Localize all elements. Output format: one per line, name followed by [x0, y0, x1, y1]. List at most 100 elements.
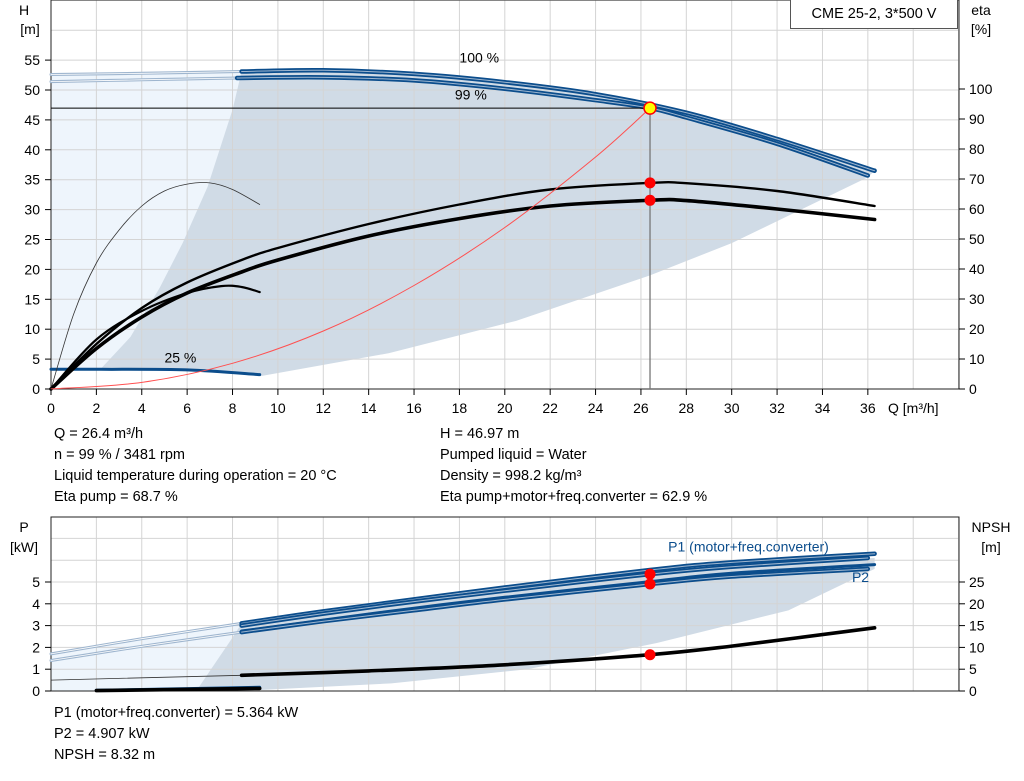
series-h-100 [241, 69, 876, 172]
series-p2-99 [241, 568, 869, 633]
info-speed: n = 99 % / 3481 rpm [54, 447, 185, 463]
x-tick-label: 26 [633, 400, 649, 416]
y-tick-label: 15 [24, 291, 40, 307]
series-npsh-ext [50, 674, 242, 681]
y2-tick-label: 100 [969, 81, 993, 97]
y-tick-label: 40 [24, 142, 40, 158]
npsh-axis-unit: [m] [981, 539, 1000, 555]
series-npsh [239, 626, 877, 678]
series-p1-ext [50, 623, 242, 655]
x-tick-label: 14 [361, 400, 377, 416]
series-system-curve [50, 107, 651, 390]
info-p1: P1 (motor+freq.converter) = 5.364 kW [54, 705, 299, 721]
x-tick-label: 22 [542, 400, 558, 416]
x-tick-label: 36 [860, 400, 876, 416]
series-eta-pump-25 [50, 182, 261, 390]
head-efficiency-chart: 0510152025303540455055010203040506070809… [19, 0, 993, 416]
curve-label: 99 % [455, 86, 487, 102]
p-axis-name: P [19, 519, 28, 535]
duty-point-p1 [644, 568, 656, 580]
power-range [196, 558, 875, 691]
info-pumped-liquid: Pumped liquid = Water [440, 447, 587, 463]
x-tick-label: 20 [497, 400, 513, 416]
y2-tick-label: 10 [969, 351, 985, 367]
series-h-100-ext [50, 71, 242, 75]
power-npsh-chart: 0 1 2 3 4 5 0 5 10 15 20 25 P [kW] NPSH [m] P1 (motor+fr… [10, 516, 1010, 699]
x-tick-label: 0 [47, 400, 55, 416]
info-p2: P2 = 4.907 kW [54, 726, 150, 742]
curve-label: P2 [852, 569, 869, 585]
x-tick-label: 30 [724, 400, 740, 416]
x-tick-label: 12 [315, 400, 331, 416]
duty-point-eta-total [644, 194, 656, 206]
y2-tick-label: 80 [969, 141, 985, 157]
y2-tick-label: 50 [969, 231, 985, 247]
x-tick-label: 4 [138, 400, 146, 416]
y2-tick-label: 90 [969, 111, 985, 127]
series-p1-99 [241, 557, 869, 627]
series-p2-ext [50, 631, 242, 661]
info-head: H = 46.97 m [440, 426, 520, 442]
x-tick-label: 16 [406, 400, 422, 416]
x-axis-label: Q [m³/h] [888, 400, 939, 416]
series-eta-total-25 [49, 284, 261, 391]
curve-label: 100 % [459, 49, 499, 65]
info-eta-pump: Eta pump = 68.7 % [54, 489, 178, 505]
series-eta-pump [49, 180, 876, 391]
duty-point-p2 [644, 578, 656, 590]
y2-tick-label: 25 [969, 574, 985, 590]
duty-point-npsh [644, 649, 656, 661]
y2-tick-label: 30 [969, 291, 985, 307]
x-tick-label: 6 [183, 400, 191, 416]
y2-tick-label: 15 [969, 618, 985, 634]
y2-tick-label: 20 [969, 321, 985, 337]
x-tick-label: 8 [229, 400, 237, 416]
y-tick-label: 35 [24, 172, 40, 188]
x-tick-label: 10 [270, 400, 286, 416]
y2-tick-label: 10 [969, 639, 985, 655]
y-tick-label: 2 [32, 639, 40, 655]
x-tick-label: 32 [769, 400, 785, 416]
y-axis-name: H [19, 2, 29, 18]
y-tick-label: 0 [32, 381, 40, 397]
duty-point [643, 101, 657, 115]
y2-axis-unit: [%] [971, 21, 991, 37]
y-axis-unit: [m] [20, 21, 39, 37]
y-tick-label: 30 [24, 202, 40, 218]
y-tick-label: 25 [24, 232, 40, 248]
curve-label: 25 % [164, 350, 196, 366]
y-tick-label: 50 [24, 82, 40, 98]
y2-axis-name: eta [971, 2, 991, 18]
p-axis-unit: [kW] [10, 539, 38, 555]
y2-tick-label: 20 [969, 596, 985, 612]
x-tick-label: 34 [815, 400, 831, 416]
x-tick-label: 24 [588, 400, 604, 416]
info-liquid-temperature: Liquid temperature during operation = 20… [54, 468, 337, 484]
series-eta-total [49, 197, 877, 391]
series-npsh-25 [94, 686, 262, 693]
y-tick-label: 45 [24, 112, 40, 128]
y2-tick-label: 0 [969, 381, 977, 397]
curve-label: P1 (motor+freq.converter) [668, 538, 829, 554]
series-h-99 [236, 76, 869, 176]
y-tick-label: 20 [24, 261, 40, 277]
y-tick-label: 5 [32, 574, 40, 590]
y-tick-label: 1 [32, 661, 40, 677]
y2-tick-label: 0 [969, 683, 977, 699]
y-tick-label: 10 [24, 321, 40, 337]
y-tick-label: 3 [32, 618, 40, 634]
info-eta-total: Eta pump+motor+freq.converter = 62.9 % [440, 489, 708, 505]
x-tick-label: 2 [92, 400, 100, 416]
y-tick-label: 55 [24, 52, 40, 68]
pump-model-label: CME 25-2, 3*500 V [790, 0, 958, 29]
duty-point-eta-pump [644, 177, 656, 189]
y2-tick-label: 40 [969, 261, 985, 277]
x-tick-label: 18 [452, 400, 468, 416]
info-flow: Q = 26.4 m³/h [54, 426, 144, 442]
y-tick-label: 4 [32, 596, 40, 612]
y2-tick-label: 60 [969, 201, 985, 217]
info-npsh: NPSH = 8.32 m [54, 747, 156, 763]
y-tick-label: 0 [32, 683, 40, 699]
y-tick-label: 5 [32, 351, 40, 367]
